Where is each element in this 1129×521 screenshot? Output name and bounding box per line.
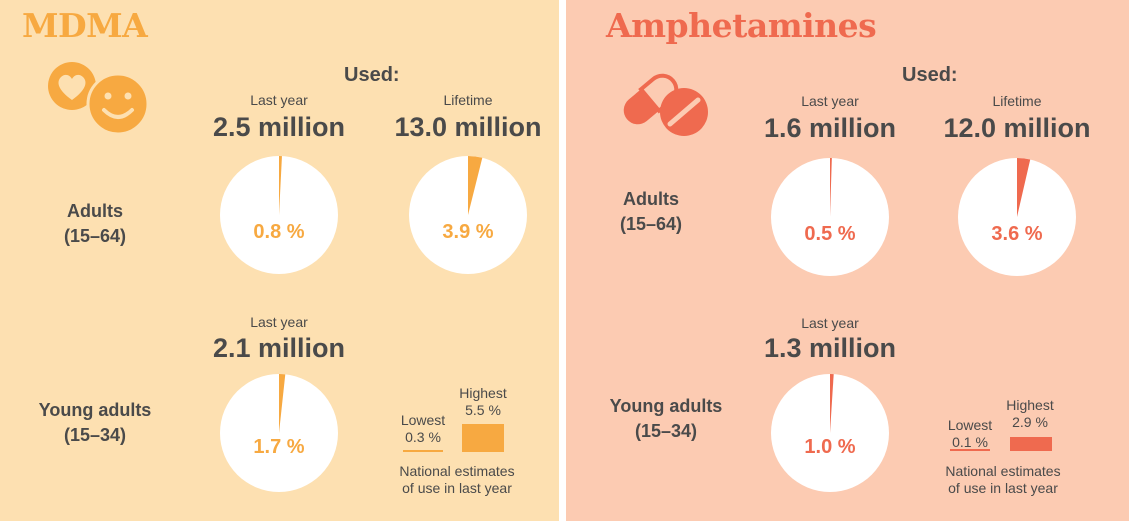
amphetamines-legend-highest-value: 2.9 % <box>1012 414 1048 430</box>
amphetamines-young-label: Young adults (15–34) <box>610 394 723 444</box>
amphetamines-legend-note-line2: of use in last year <box>948 480 1058 496</box>
amphetamines-young-lastyear-percent: 1.0 % <box>804 436 856 458</box>
amphetamines-panel: Amphetamines Used: Last year 1.6 million… <box>566 0 1129 521</box>
mdma-young-lastyear-percent: 1.7 % <box>253 436 305 458</box>
amphetamines-young-lastyear-period: Last year <box>801 315 859 331</box>
mdma-young-lastyear-period: Last year <box>250 314 308 330</box>
amphetamines-legend-lowest: Lowest 0.1 % <box>948 417 992 451</box>
mdma-adults-lifetime-count: 13.0 million <box>394 112 542 142</box>
amphetamines-young-label-line1: Young adults <box>609 396 723 416</box>
mdma-adults-label: Adults (15–64) <box>64 199 126 249</box>
amphetamines-adults-lifetime-count: 12.0 million <box>943 113 1091 143</box>
amphetamines-adults-lastyear-period: Last year <box>801 93 859 109</box>
mdma-adults-lastyear-period: Last year <box>250 92 308 108</box>
mdma-young-lastyear-pie <box>220 374 338 492</box>
mdma-young-label: Young adults (15–34) <box>39 398 152 448</box>
mdma-legend-note-line2: of use in last year <box>402 480 512 496</box>
amphetamines-legend-highest: Highest 2.9 % <box>1006 397 1053 431</box>
mdma-lowest-bar <box>403 450 443 452</box>
amphetamines-highest-bar <box>1010 437 1052 451</box>
mdma-title: MDMA <box>22 6 148 45</box>
amphetamines-young-lastyear-pie <box>771 374 889 492</box>
mdma-young-lastyear-count: 2.1 million <box>212 333 346 363</box>
amphetamines-legend-highest-label: Highest <box>1006 397 1054 413</box>
pie-slice <box>279 374 286 433</box>
mdma-legend-highest: Highest 5.5 % <box>459 385 506 419</box>
mdma-adults-lastyear-percent: 0.8 % <box>253 221 305 243</box>
amphetamines-legend-lowest-label: Lowest <box>947 417 993 433</box>
mdma-adults-lifetime-percent: 3.9 % <box>442 221 494 243</box>
mdma-panel: MDMA Used: Last year 2.5 million 0.8 % L… <box>0 0 559 521</box>
amphetamines-adults-lifetime-pie <box>958 158 1076 276</box>
amphetamines-adults-lifetime-percent: 3.6 % <box>991 223 1043 245</box>
amphetamines-young-label-line2: (15–34) <box>634 421 698 441</box>
mdma-legend-lowest-value: 0.3 % <box>405 429 441 445</box>
pill-capsule-icon <box>623 73 708 136</box>
mdma-legend-note: National estimates of use in last year <box>399 463 514 497</box>
pie-slice <box>279 155 282 215</box>
mdma-legend-lowest-label: Lowest <box>400 412 446 428</box>
mdma-highest-bar <box>462 424 504 452</box>
pie-slice <box>830 158 832 217</box>
mdma-adults-label-line1: Adults <box>66 201 123 221</box>
amphetamines-legend-note-line1: National estimates <box>945 463 1061 479</box>
amphetamines-used-label: Used: <box>902 64 958 86</box>
mdma-adults-lastyear-count: 2.5 million <box>212 112 346 142</box>
amphetamines-young-lastyear-count: 1.3 million <box>763 333 897 363</box>
mdma-legend-highest-label: Highest <box>459 385 507 401</box>
mdma-legend-lowest: Lowest 0.3 % <box>401 412 445 446</box>
amphetamines-legend-note: National estimates of use in last year <box>945 463 1060 497</box>
amphetamines-lowest-bar <box>950 449 990 451</box>
amphetamines-legend-lowest-value: 0.1 % <box>952 434 988 450</box>
mdma-used-label: Used: <box>344 64 400 86</box>
mdma-adults-lastyear-pie <box>220 155 338 274</box>
amphetamines-adults-lastyear-percent: 0.5 % <box>804 223 856 245</box>
amphetamines-adults-lastyear-count: 1.6 million <box>763 113 897 143</box>
mdma-young-label-line1: Young adults <box>38 400 152 420</box>
mdma-adults-label-line2: (15–64) <box>63 226 127 246</box>
pie-slice <box>830 374 834 433</box>
amphetamines-adults-label-line2: (15–64) <box>619 214 683 234</box>
amphetamines-title: Amphetamines <box>606 6 877 45</box>
mdma-legend-note-line1: National estimates <box>399 463 515 479</box>
amphetamines-adults-lastyear-pie <box>771 158 889 276</box>
heart-smiley-icon <box>48 62 150 136</box>
pie-slice <box>1017 158 1031 217</box>
mdma-adults-lifetime-pie <box>409 156 527 274</box>
amphetamines-adults-lifetime-period: Lifetime <box>992 93 1042 109</box>
mdma-legend-highest-value: 5.5 % <box>465 402 501 418</box>
amphetamines-adults-label-line1: Adults <box>622 189 679 209</box>
mdma-adults-lifetime-period: Lifetime <box>443 92 493 108</box>
mdma-young-label-line2: (15–34) <box>63 425 127 445</box>
amphetamines-adults-label: Adults (15–64) <box>620 187 682 237</box>
pie-slice <box>468 156 483 215</box>
